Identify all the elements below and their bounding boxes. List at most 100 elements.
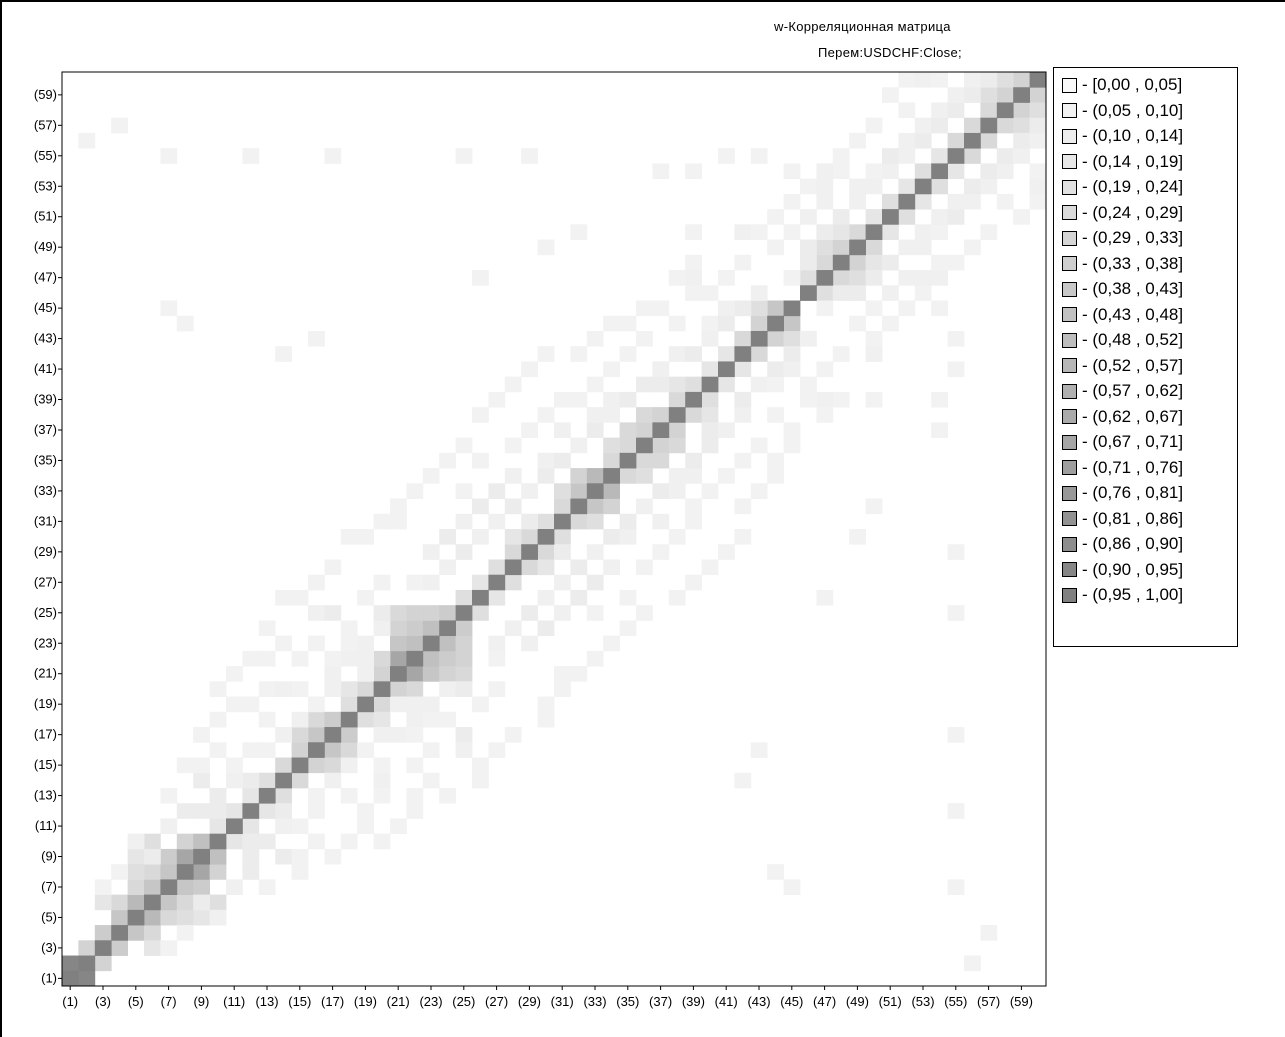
heatmap-cell: [422, 468, 440, 484]
legend-item: - (0,48 , 0,52]: [1062, 329, 1183, 351]
heatmap-cell: [980, 178, 998, 195]
legend-item: - [0,00 , 0,05]: [1062, 74, 1182, 96]
heatmap-cell: [357, 681, 374, 697]
heatmap-cell-diagonal: [209, 833, 227, 850]
heatmap-cell: [275, 346, 292, 362]
legend-swatch: [1062, 281, 1077, 297]
heatmap-cell: [209, 864, 227, 880]
x-tick-label: (47): [813, 994, 836, 1009]
heatmap-cell: [636, 422, 653, 438]
legend-item: - (0,86 , 0,90]: [1062, 533, 1183, 555]
heatmap-cell: [291, 848, 309, 865]
heatmap-cell: [964, 117, 981, 134]
heatmap-cell: [898, 178, 916, 195]
heatmap-cell-diagonal: [652, 422, 670, 438]
legend-label: - [0,00 , 0,05]: [1082, 75, 1183, 94]
heatmap-cell: [242, 864, 260, 880]
heatmap-cell: [816, 178, 834, 195]
heatmap-cell: [931, 148, 948, 164]
legend-label: - (0,33 , 0,38]: [1082, 253, 1184, 273]
heatmap-cell: [947, 102, 965, 119]
heatmap-cell: [750, 346, 768, 362]
x-tick-label: (9): [193, 994, 209, 1009]
heatmap-cell-diagonal: [865, 224, 883, 240]
heatmap-cell: [980, 132, 998, 149]
heatmap-cell: [1013, 209, 1030, 225]
heatmap-cell-diagonal: [554, 513, 571, 530]
heatmap-cell: [947, 803, 965, 819]
heatmap-cell: [258, 833, 276, 850]
heatmap-cell: [718, 422, 735, 438]
legend-item: - (0,24 , 0,29]: [1062, 202, 1183, 224]
heatmap-cell: [767, 239, 784, 256]
heatmap-cell: [439, 559, 456, 576]
heatmap-cell: [619, 620, 637, 637]
heatmap-cell: [357, 711, 374, 728]
heatmap-cell: [209, 894, 227, 911]
heatmap-cell: [603, 529, 620, 545]
heatmap-cell: [291, 681, 309, 697]
x-tick-label: (51): [879, 994, 902, 1009]
y-tick-label: (13): [34, 788, 57, 803]
heatmap-cell: [931, 254, 948, 271]
heatmap-cell: [865, 300, 883, 317]
heatmap-cell: [242, 742, 260, 758]
heatmap-cell: [242, 833, 260, 850]
heatmap-cell: [931, 224, 948, 240]
heatmap-cell: [308, 711, 325, 728]
heatmap-cell: [422, 666, 440, 682]
heatmap-cell: [521, 529, 538, 545]
legend-swatch: [1062, 230, 1077, 246]
heatmap-cell: [390, 620, 407, 637]
heatmap-cell: [406, 483, 424, 499]
heatmap-cell: [685, 574, 702, 591]
heatmap-cell: [734, 254, 752, 271]
heatmap-cell: [947, 879, 965, 895]
heatmap-cell: [422, 650, 440, 667]
heatmap-cell: [849, 529, 866, 545]
heatmap-cell: [373, 757, 391, 774]
legend-label: - (0,76 , 0,81]: [1082, 483, 1184, 502]
x-tick-label: (19): [354, 994, 377, 1009]
heatmap-cell: [226, 666, 243, 682]
y-tick-label: (25): [34, 605, 57, 620]
heatmap-cell: [619, 346, 637, 362]
heatmap-cell: [570, 437, 588, 454]
heatmap-cell: [242, 787, 260, 804]
heatmap-cell: [111, 940, 128, 956]
heatmap-cell: [800, 254, 817, 271]
heatmap-cell: [521, 483, 538, 499]
heatmap-cell: [144, 909, 161, 926]
x-tick-label: (29): [518, 994, 541, 1009]
heatmap-cell: [767, 407, 784, 423]
heatmap-cell: [586, 422, 604, 438]
heatmap-cell: [291, 589, 309, 606]
heatmap-cell: [340, 833, 358, 850]
y-tick-label: (35): [34, 452, 57, 467]
heatmap-cell: [488, 742, 506, 758]
heatmap-cell: [160, 848, 178, 865]
legend-label: - (0,10 , 0,14]: [1082, 126, 1184, 145]
heatmap-cell-diagonal: [586, 483, 604, 499]
heatmap-cell: [816, 163, 834, 180]
heatmap-cell: [390, 605, 407, 621]
x-tick-label: (23): [419, 994, 442, 1009]
chart-subtitle: Перем:USDCHF:Close;: [818, 45, 962, 60]
heatmap-cell: [816, 239, 834, 256]
heatmap-cell: [865, 178, 883, 195]
legend-label: - (0,95 , 1,00]: [1082, 585, 1184, 604]
legend-item: - (0,38 , 0,43]: [1062, 278, 1183, 300]
heatmap-cell: [865, 163, 883, 180]
heatmap-cell: [865, 346, 883, 362]
heatmap-cell: [603, 452, 620, 469]
heatmap-cell: [931, 300, 948, 317]
heatmap-cell: [373, 605, 391, 621]
heatmap-cell: [685, 407, 702, 423]
y-tick-label: (49): [34, 239, 57, 254]
heatmap-cell: [734, 224, 752, 240]
heatmap-cell: [636, 559, 653, 576]
heatmap-cell-diagonal: [570, 498, 588, 515]
x-tick-label: (25): [452, 994, 475, 1009]
heatmap-cell: [422, 772, 440, 789]
heatmap-cell: [324, 757, 342, 774]
